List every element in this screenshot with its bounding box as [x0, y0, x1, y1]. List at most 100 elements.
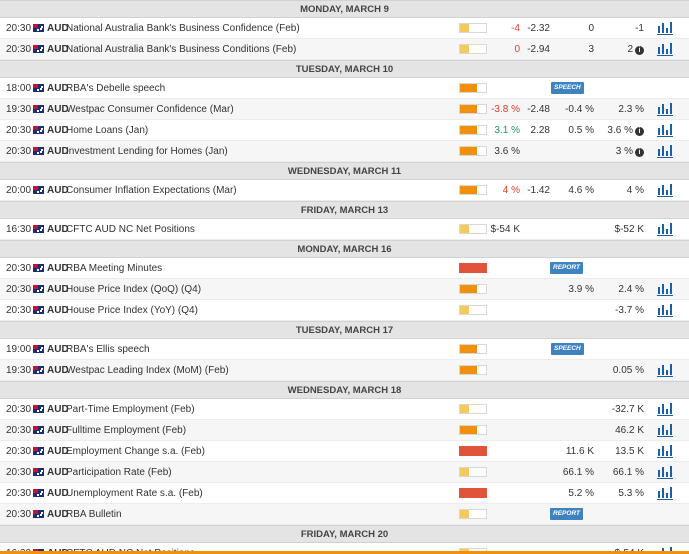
event-name[interactable]: RBA's Ellis speech [66, 344, 150, 355]
event-name[interactable]: Employment Change s.a. (Feb) [66, 446, 205, 457]
event-row[interactable]: 20:30 AUD Fulltime Employment (Feb) 46.2 K [0, 420, 689, 441]
australia-flag-icon [33, 24, 44, 32]
event-currency: AUD [47, 125, 69, 136]
event-name[interactable]: Home Loans (Jan) [66, 125, 149, 136]
actual-value: -4 [511, 23, 520, 34]
bar-chart-icon[interactable] [657, 403, 673, 416]
event-row[interactable]: 20:30 AUD House Price Index (QoQ) (Q4) 3.9 … [0, 279, 689, 300]
event-name[interactable]: Fulltime Employment (Feb) [66, 425, 187, 436]
previous-value [556, 219, 594, 240]
event-row[interactable]: 20:30 AUD National Australia Bank's Busine… [0, 39, 689, 60]
previous-value: 66.1 % [562, 467, 594, 478]
bar-chart-icon[interactable] [657, 364, 673, 377]
impact-indicator [459, 224, 487, 234]
info-icon[interactable]: i [635, 46, 644, 55]
bar-chart-icon[interactable] [657, 304, 673, 317]
event-row[interactable]: 16:30 AUD CFTC AUD NC Net Positions $-54 K $… [0, 219, 689, 240]
bar-chart-icon[interactable] [657, 223, 673, 236]
impact-fill [460, 264, 486, 272]
actual-value: 4 % [502, 185, 520, 196]
event-currency: AUD [47, 425, 69, 436]
event-row[interactable]: 20:30 AUD Part-Time Employment (Feb) -32.7 … [0, 399, 689, 420]
event-row[interactable]: 20:30 AUD RBA Meeting Minutes REPORT [0, 258, 689, 279]
event-name[interactable]: Westpac Leading Index (MoM) (Feb) [66, 365, 229, 376]
consensus-value: -1.42 [527, 185, 550, 196]
event-name[interactable]: RBA's Debelle speech [66, 83, 166, 94]
event-name[interactable]: CFTC AUD NC Net Positions [66, 224, 195, 235]
event-row[interactable]: 20:00 AUD Consumer Inflation Expectations … [0, 180, 689, 201]
info-icon[interactable]: i [635, 148, 644, 157]
event-row[interactable]: 18:00 AUD RBA's Debelle speech SPEECH [0, 78, 689, 99]
consensus-value [522, 441, 550, 462]
actual-value: 0 [514, 44, 520, 55]
event-row[interactable]: 20:30 AUD National Australia Bank's Busine… [0, 18, 689, 39]
consensus-value [522, 462, 550, 483]
event-currency: AUD [47, 509, 69, 520]
event-name[interactable]: Investment Lending for Homes (Jan) [66, 146, 228, 157]
australia-flag-icon [33, 489, 44, 497]
event-time: 20:30 [6, 23, 32, 34]
event-name[interactable]: Participation Rate (Feb) [66, 467, 172, 478]
event-time: 20:30 [6, 125, 32, 136]
australia-flag-icon [33, 285, 44, 293]
event-name[interactable]: House Price Index (QoQ) (Q4) [66, 284, 202, 295]
event-row[interactable]: 20:30 AUD Home Loans (Jan) 3.1 % 2.28 0.5 % 3.… [0, 120, 689, 141]
event-row[interactable]: 20:30 AUD Participation Rate (Feb) 66.1 % 66… [0, 462, 689, 483]
australia-flag-icon [33, 447, 44, 455]
revised-previous-text: 46.2 K [615, 425, 644, 436]
impact-fill [460, 405, 469, 413]
event-row[interactable]: 20:30 AUD RBA Bulletin REPORT [0, 504, 689, 525]
bar-chart-icon[interactable] [657, 43, 673, 56]
event-name[interactable]: Westpac Consumer Confidence (Mar) [66, 104, 234, 115]
event-name[interactable]: National Australia Bank's Business Confi… [66, 23, 300, 34]
event-name[interactable]: RBA Meeting Minutes [66, 263, 163, 274]
australia-flag-icon [33, 225, 44, 233]
bar-chart-icon[interactable] [657, 184, 673, 197]
australia-flag-icon [33, 147, 44, 155]
event-row[interactable]: 19:30 AUD Westpac Consumer Confidence (Mar… [0, 99, 689, 120]
bar-chart-icon[interactable] [657, 445, 673, 458]
previous-value [556, 399, 594, 420]
revised-previous-text: 2.3 % [618, 104, 644, 115]
event-currency: AUD [47, 488, 69, 499]
bar-chart-icon[interactable] [657, 103, 673, 116]
consensus-value: -2.48 [527, 104, 550, 115]
consensus-value [522, 360, 550, 381]
bar-chart-icon[interactable] [657, 124, 673, 137]
event-name[interactable]: House Price Index (YoY) (Q4) [66, 305, 198, 316]
event-row[interactable]: 20:30 AUD House Price Index (YoY) (Q4) -3.7… [0, 300, 689, 321]
event-row[interactable]: 20:30 AUD Investment Lending for Homes (Ja… [0, 141, 689, 162]
bar-chart-icon[interactable] [657, 487, 673, 500]
revised-previous-text: 5.3 % [618, 488, 644, 499]
bar-chart-icon[interactable] [657, 145, 673, 158]
bar-chart-icon[interactable] [657, 466, 673, 479]
event-time: 20:00 [6, 185, 32, 196]
event-name[interactable]: National Australia Bank's Business Condi… [66, 44, 297, 55]
event-name[interactable]: Unemployment Rate s.a. (Feb) [66, 488, 203, 499]
event-row[interactable]: 19:30 AUD Westpac Leading Index (MoM) (Feb… [0, 360, 689, 381]
revised-previous-value: 2.3 % [598, 99, 644, 120]
australia-flag-icon [33, 510, 44, 518]
event-name[interactable]: Part-Time Employment (Feb) [66, 404, 195, 415]
consensus-value [522, 300, 550, 321]
event-row[interactable]: 20:30 AUD Unemployment Rate s.a. (Feb) 5.2 … [0, 483, 689, 504]
revised-previous-value: -1 [598, 18, 644, 39]
event-time: 20:30 [6, 404, 32, 415]
australia-flag-icon [33, 45, 44, 53]
info-icon[interactable]: i [635, 127, 644, 136]
event-name[interactable]: RBA Bulletin [66, 509, 122, 520]
actual-value [488, 399, 520, 420]
impact-indicator [459, 404, 487, 414]
australia-flag-icon [33, 264, 44, 272]
bar-chart-icon[interactable] [657, 424, 673, 437]
event-time: 20:30 [6, 425, 32, 436]
impact-fill [460, 105, 477, 113]
event-row[interactable]: 20:30 AUD Employment Change s.a. (Feb) 11.6… [0, 441, 689, 462]
bar-chart-icon[interactable] [657, 283, 673, 296]
event-name[interactable]: Consumer Inflation Expectations (Mar) [66, 185, 237, 196]
event-row[interactable]: 19:00 AUD RBA's Ellis speech SPEECH [0, 339, 689, 360]
event-currency: AUD [47, 104, 69, 115]
previous-value: 5.2 % [568, 488, 594, 499]
bar-chart-icon[interactable] [657, 22, 673, 35]
